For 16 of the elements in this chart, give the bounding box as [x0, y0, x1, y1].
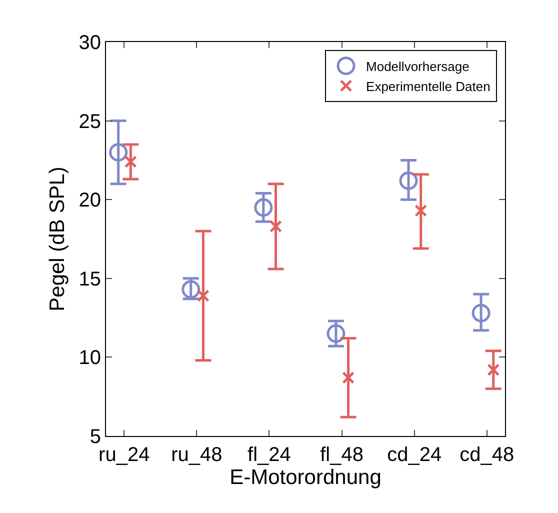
y-tick-label: 15 — [78, 268, 101, 290]
y-tick-label: 5 — [90, 426, 101, 448]
y-tick-label: 25 — [78, 110, 101, 133]
x-tick-label: ru_48 — [171, 444, 222, 466]
y-axis-title: Pegel (dB SPL) — [46, 166, 69, 312]
y-tick-label: 30 — [78, 32, 101, 54]
x-tick-label: fl_48 — [320, 444, 364, 466]
y-tick-label: 20 — [78, 190, 101, 212]
x-tick-label: cd_24 — [387, 444, 442, 466]
legend-label: Modellvorhersage — [366, 58, 470, 74]
x-tick-label: ru_24 — [98, 444, 150, 466]
y-tick-label: 10 — [78, 347, 101, 370]
x-tick-label: fl_24 — [248, 444, 291, 466]
x-tick-label: cd_48 — [460, 444, 514, 466]
x-axis-title: E-Motorordnung — [230, 466, 382, 489]
legend-label: Experimentelle Daten — [366, 78, 490, 94]
